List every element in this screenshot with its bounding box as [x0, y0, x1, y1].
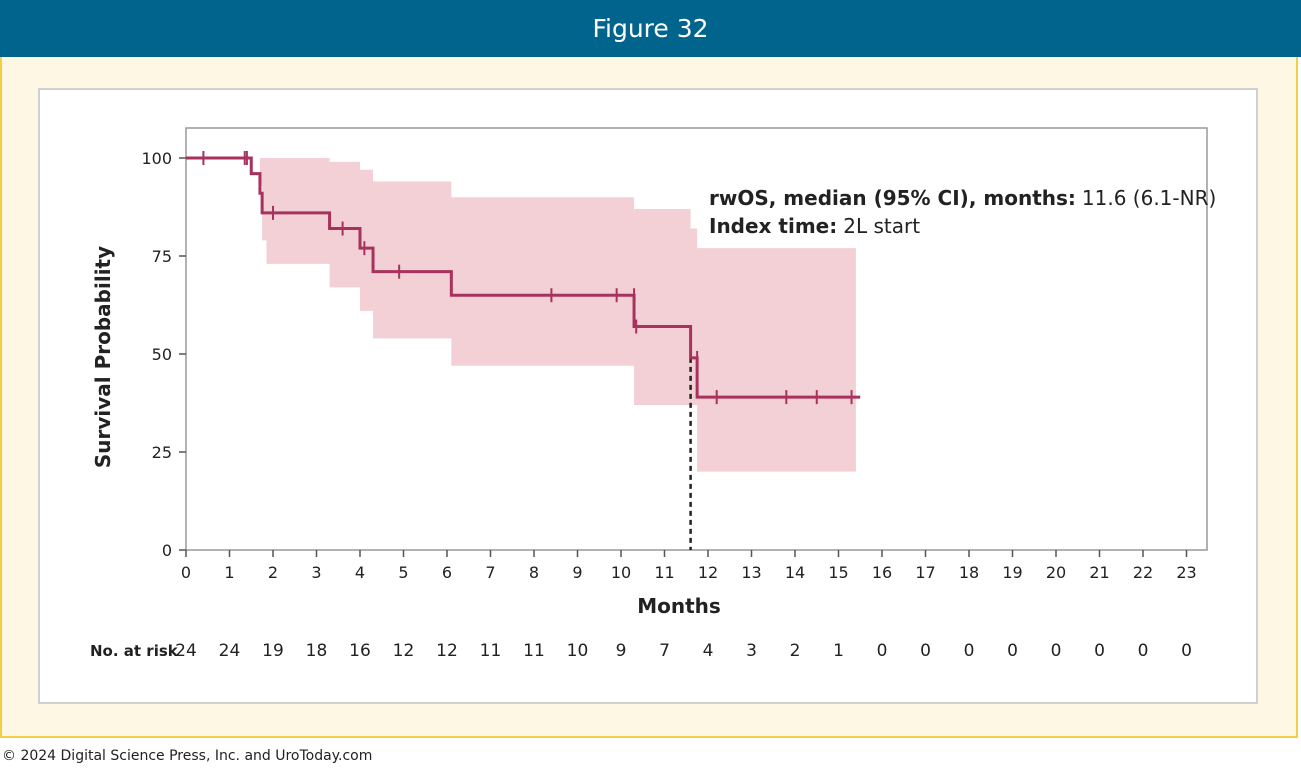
x-tick-label: 13: [741, 563, 761, 582]
ci-band: [259, 158, 856, 472]
x-tick-label: 12: [698, 563, 718, 582]
x-tick-label: 1: [224, 563, 234, 582]
x-tick-label: 21: [1089, 563, 1109, 582]
x-tick-label: 10: [611, 563, 631, 582]
x-tick-label: 14: [785, 563, 805, 582]
x-tick-label: 22: [1133, 563, 1153, 582]
risk-count: 12: [393, 641, 415, 661]
x-tick-label: 11: [654, 563, 674, 582]
x-tick-label: 7: [485, 563, 495, 582]
x-tick-label: 8: [529, 563, 539, 582]
risk-table-label: No. at risk: [90, 642, 179, 660]
risk-count: 3: [746, 641, 757, 661]
x-tick-label: 18: [959, 563, 979, 582]
risk-count: 7: [659, 641, 670, 661]
risk-count: 0: [1051, 641, 1062, 661]
risk-table: 24 24 19 18 16 12 12 11 11 10 9 7 4 3 2 1 0 0 0 0 0 0 0 0: [175, 641, 1192, 661]
risk-count: 19: [262, 641, 284, 661]
risk-count: 0: [877, 641, 888, 661]
x-tick-label: 23: [1176, 563, 1196, 582]
y-tick-label: 0: [162, 541, 172, 560]
x-tick-label: 2: [268, 563, 278, 582]
x-tick-label: 0: [181, 563, 191, 582]
x-tick-label: 6: [442, 563, 452, 582]
risk-count: 12: [436, 641, 458, 661]
x-tick-label: 5: [398, 563, 408, 582]
risk-count: 11: [523, 641, 545, 661]
x-axis-title: Months: [637, 594, 721, 618]
x-tick-label: 20: [1046, 563, 1066, 582]
plot-area-border: [185, 127, 1208, 551]
annotation-line1-label: rwOS, median (95% CI), months:: [709, 186, 1076, 210]
y-axis-title: Survival Probability: [91, 246, 115, 468]
copyright-text: © 2024 Digital Science Press, Inc. and U…: [2, 748, 373, 764]
risk-count: 0: [1138, 641, 1149, 661]
annotation-line1: rwOS, median (95% CI), months: 11.6 (6.1-…: [709, 186, 1216, 210]
km-curve: [186, 156, 861, 399]
km-curve-layer: [186, 151, 861, 550]
x-tick-label: 17: [915, 563, 935, 582]
risk-count: 16: [349, 641, 371, 661]
x-tick-label: 16: [872, 563, 892, 582]
x-tick-label: 9: [572, 563, 582, 582]
risk-count: 0: [1007, 641, 1018, 661]
risk-count: 0: [1181, 641, 1192, 661]
risk-count: 24: [175, 641, 197, 661]
risk-count: 1: [833, 641, 844, 661]
risk-count: 0: [1094, 641, 1105, 661]
ci-band-layer: [259, 158, 856, 472]
x-tick-label: 4: [355, 563, 365, 582]
risk-count: 4: [703, 641, 714, 661]
x-tick-label: 3: [311, 563, 321, 582]
y-tick-label: 75: [152, 247, 172, 266]
x-tick-label: 15: [828, 563, 848, 582]
risk-count: 11: [480, 641, 502, 661]
risk-count: 9: [616, 641, 627, 661]
risk-count: 10: [567, 641, 589, 661]
figure-header: Figure 32: [0, 0, 1301, 57]
annotation-line2-label: Index time:: [709, 214, 837, 238]
risk-count: 0: [964, 641, 975, 661]
risk-count: 24: [219, 641, 241, 661]
annotation: rwOS, median (95% CI), months: 11.6 (6.1-…: [709, 186, 1216, 238]
y-tick-label: 100: [141, 149, 172, 168]
annotation-line2: Index time: 2L start: [709, 214, 920, 238]
risk-count: 2: [790, 641, 801, 661]
annotation-line1-value: 11.6 (6.1-NR): [1082, 186, 1216, 210]
y-tick-label: 50: [152, 345, 172, 364]
y-tick-label: 25: [152, 443, 172, 462]
risk-count: 0: [920, 641, 931, 661]
annotation-line2-value: 2L start: [843, 214, 920, 238]
risk-count: 18: [306, 641, 328, 661]
x-tick-label: 19: [1002, 563, 1022, 582]
figure-title: Figure 32: [592, 14, 709, 43]
